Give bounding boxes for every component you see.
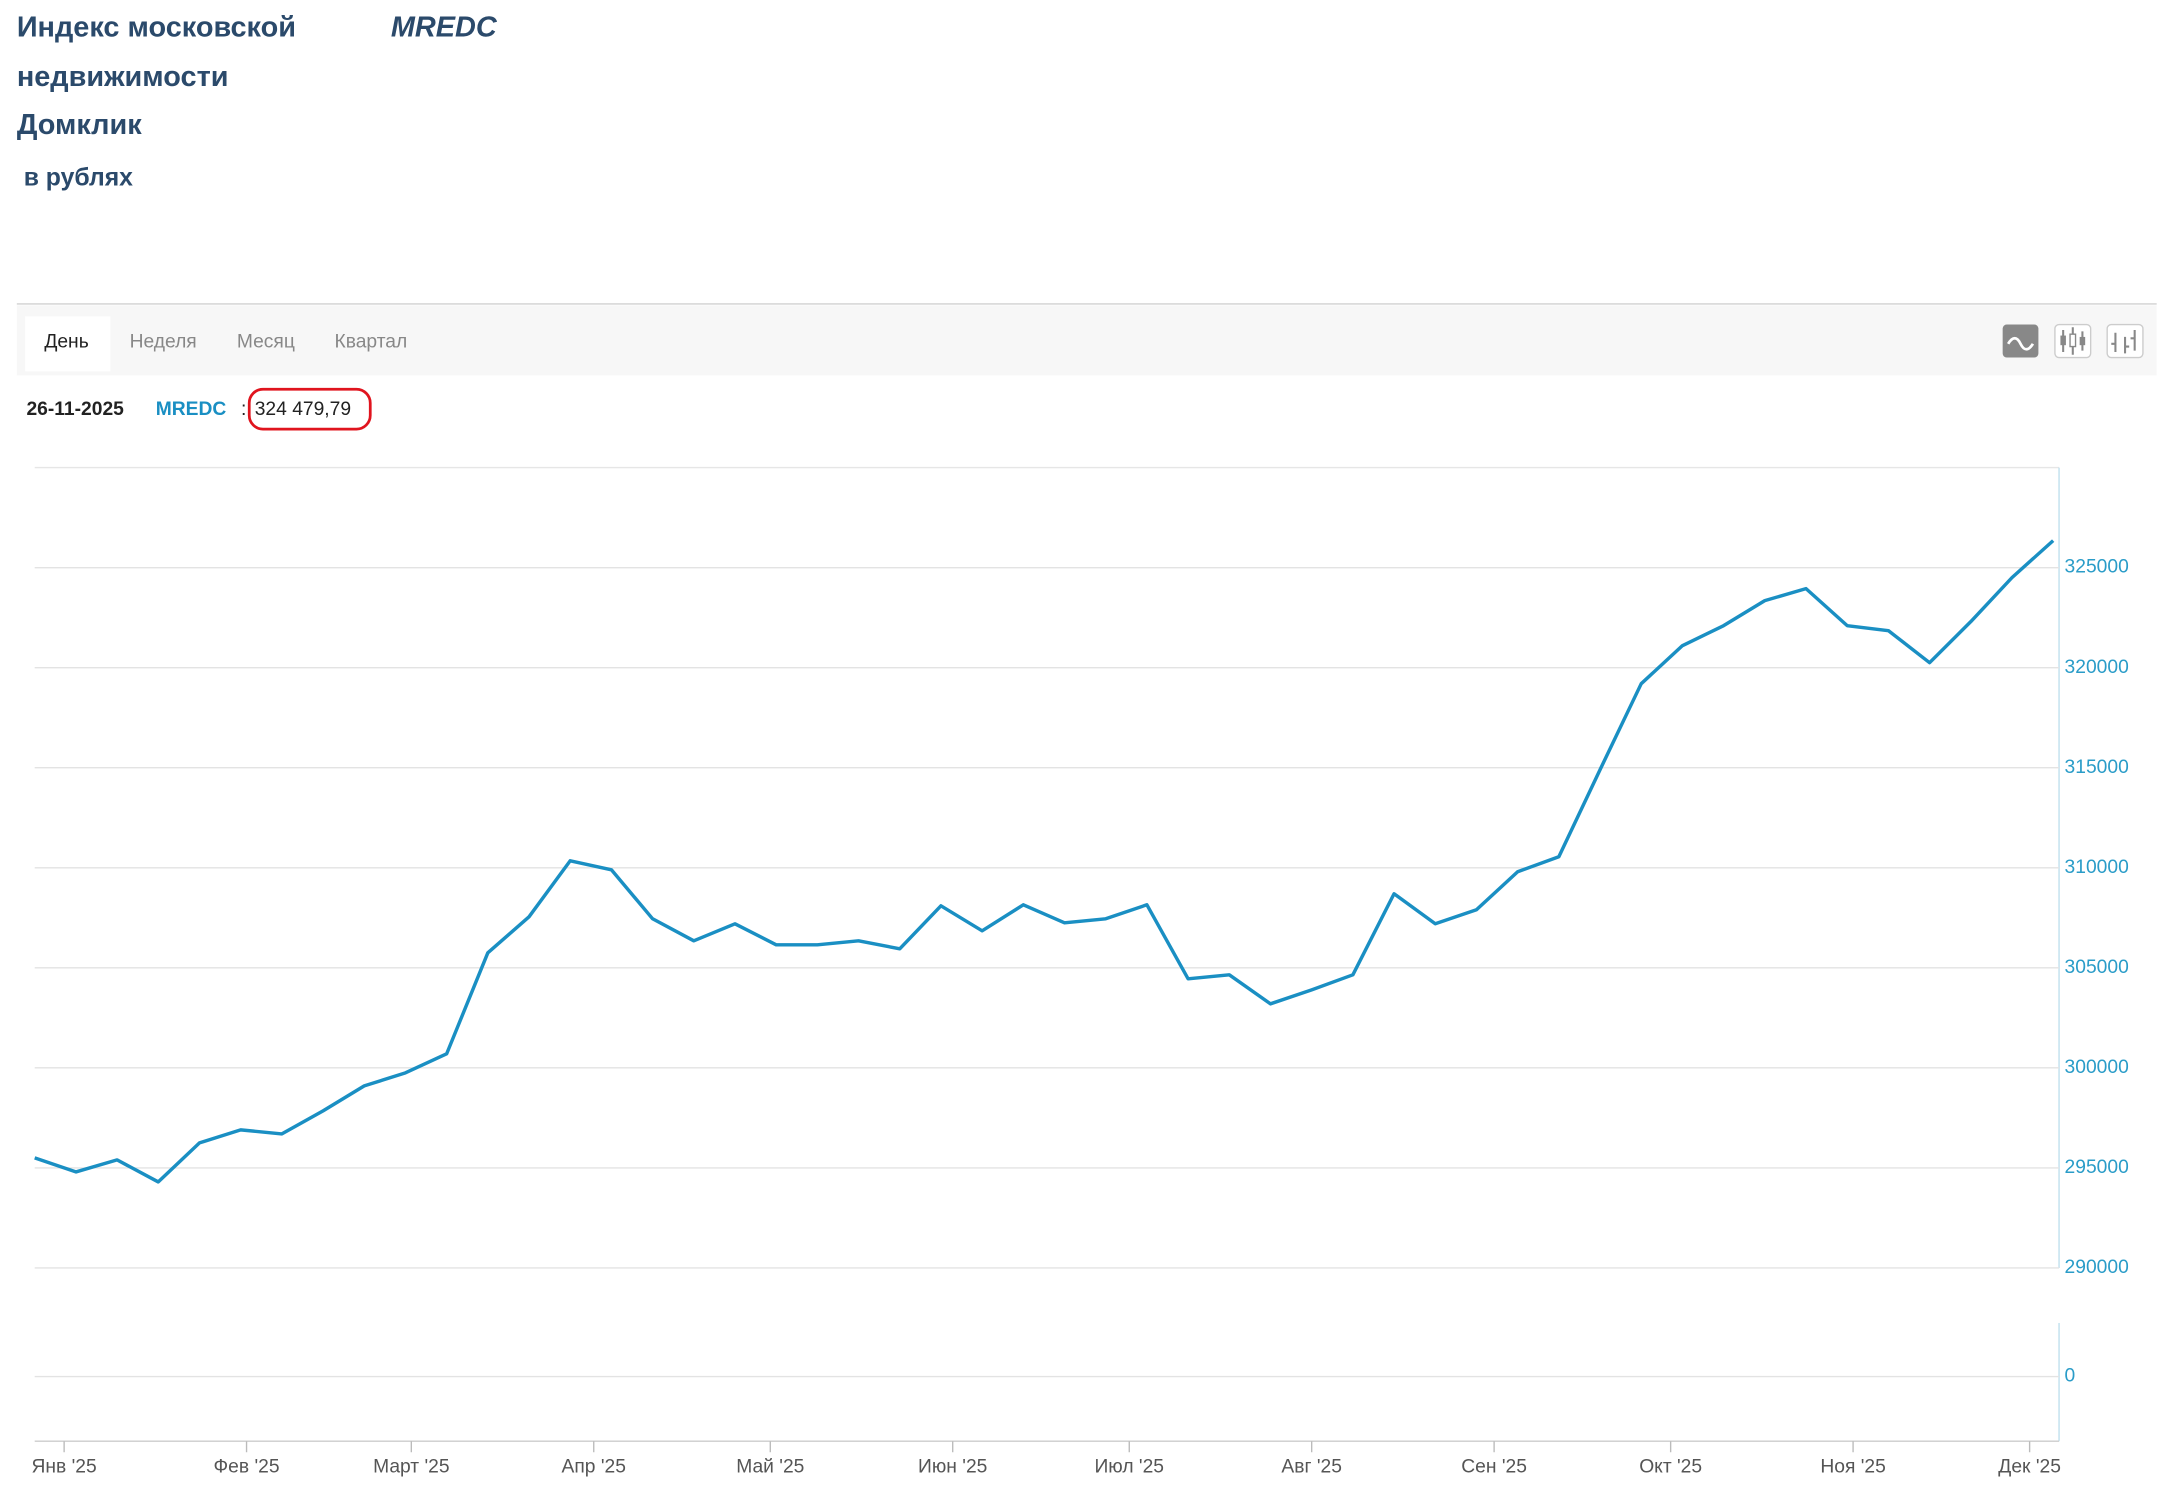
info-separator: : <box>241 399 246 420</box>
x-tick-label: Март '25 <box>373 1456 450 1477</box>
x-tick-label: Янв '25 <box>32 1456 97 1477</box>
x-tick-label: Фев '25 <box>214 1456 280 1477</box>
title-line: Индекс московской <box>17 12 296 44</box>
chart-type-line[interactable] <box>2002 324 2039 358</box>
toolbar <box>16 305 2157 376</box>
title-line: недвижимости <box>17 61 229 93</box>
chart-type-ohlc[interactable] <box>2106 323 2144 359</box>
x-tick-label: Окт '25 <box>1639 1456 1702 1477</box>
x-tick-label: Июл '25 <box>1094 1456 1164 1477</box>
info-ticker: MREDC <box>156 399 227 420</box>
tab[interactable]: Месяц <box>237 332 295 353</box>
title-line: Домклик <box>17 109 142 141</box>
y-tick-label: 0 <box>2065 1366 2076 1387</box>
y-tick-label: 290000 <box>2065 1257 2129 1278</box>
x-tick-label: Июн '25 <box>918 1456 987 1477</box>
tab[interactable]: Квартал <box>335 332 408 353</box>
x-tick-label: Авг '25 <box>1281 1456 1342 1477</box>
x-tick-label: Дек '25 <box>1998 1456 2061 1477</box>
active-tab-bg <box>25 316 111 372</box>
info-date: 26-11-2025 <box>26 399 124 420</box>
y-tick-label: 310000 <box>2065 857 2129 878</box>
y-tick-label: 300000 <box>2065 1057 2129 1078</box>
chart-type-candle[interactable] <box>2054 323 2092 359</box>
highlight <box>247 387 372 431</box>
ticker: MREDC <box>391 12 498 44</box>
tab[interactable]: Неделя <box>130 332 197 353</box>
x-tick-label: Ноя '25 <box>1820 1456 1885 1477</box>
y-tick-label: 325000 <box>2065 557 2129 578</box>
tab[interactable]: День <box>44 332 88 353</box>
x-tick-label: Май '25 <box>736 1456 804 1477</box>
x-tick-label: Сен '25 <box>1461 1456 1527 1477</box>
data-line <box>34 539 2055 1184</box>
x-tick-label: Апр '25 <box>562 1456 626 1477</box>
info-value: 324 479,79 <box>255 399 351 420</box>
y-tick-label: 295000 <box>2065 1157 2129 1178</box>
y-tick-label: 305000 <box>2065 957 2129 978</box>
y-tick-label: 320000 <box>2065 657 2129 678</box>
y-tick-label: 315000 <box>2065 757 2129 778</box>
subtitle: в рублях <box>24 164 133 191</box>
plot: 290000 295000 300000 305000 310000 315000 3200… <box>32 539 2129 1477</box>
